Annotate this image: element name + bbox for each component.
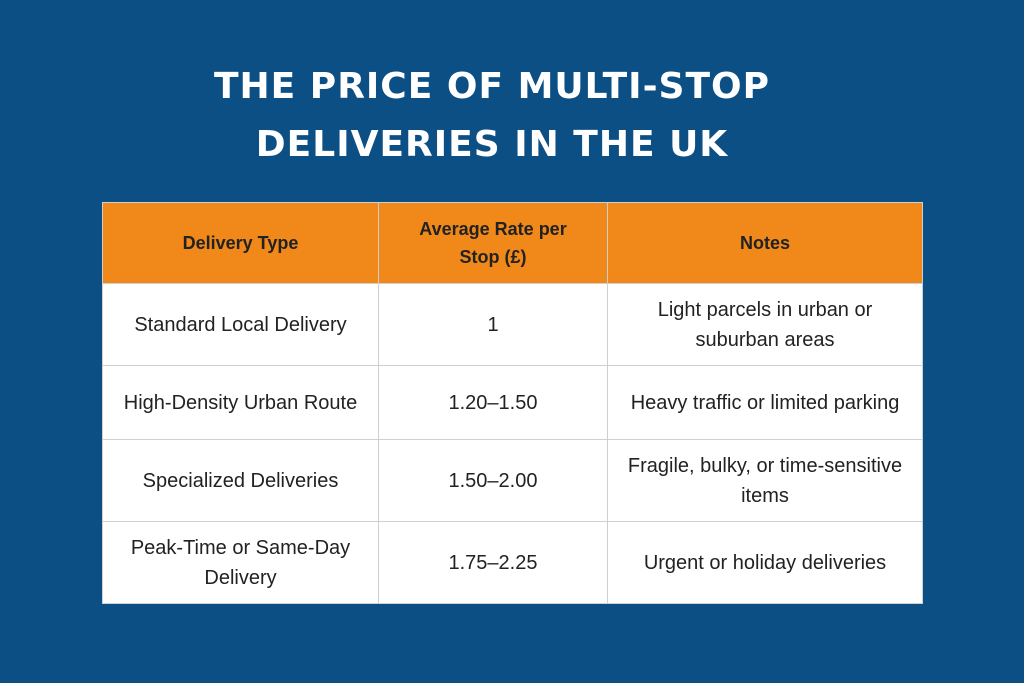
table-cell: Peak-Time or Same-Day Delivery [102, 521, 379, 604]
table-cell: Light parcels in urban or suburban areas [607, 283, 923, 366]
table-cell: 1 [378, 283, 608, 366]
table-row: Peak-Time or Same-Day Delivery 1.75–2.25 U… [102, 521, 923, 604]
table-cell: Urgent or holiday deliveries [607, 521, 923, 604]
table-cell: High-Density Urban Route [102, 365, 379, 440]
table-row: Specialized Deliveries 1.50–2.00 Fragile, … [102, 439, 923, 522]
table-row: Standard Local Delivery 1 Light parcels in… [102, 283, 923, 366]
table-cell: 1.75–2.25 [378, 521, 608, 604]
column-header: Delivery Type [102, 202, 379, 284]
column-header: Average Rate per Stop (£) [378, 202, 608, 284]
table-row: High-Density Urban Route 1.20–1.50 Heavy t… [102, 365, 923, 440]
table-body: Standard Local Delivery 1 Light parcels in… [102, 283, 923, 604]
table-cell: 1.50–2.00 [378, 439, 608, 522]
title: THE PRICE OF MULTI-STOP DELIVERIES IN TH… [214, 66, 770, 165]
header-row: Delivery Type Average Rate per Stop (£) … [102, 202, 923, 284]
table-cell: 1.20–1.50 [378, 365, 608, 440]
table-cell: Standard Local Delivery [102, 283, 379, 366]
table-cell: Specialized Deliveries [102, 439, 379, 522]
table-cell: Fragile, bulky, or time-sensitive items [607, 439, 923, 522]
price-table: Delivery Type Average Rate per Stop (£) … [102, 202, 923, 604]
table-cell: Heavy traffic or limited parking [607, 365, 923, 440]
column-header: Notes [607, 202, 923, 284]
